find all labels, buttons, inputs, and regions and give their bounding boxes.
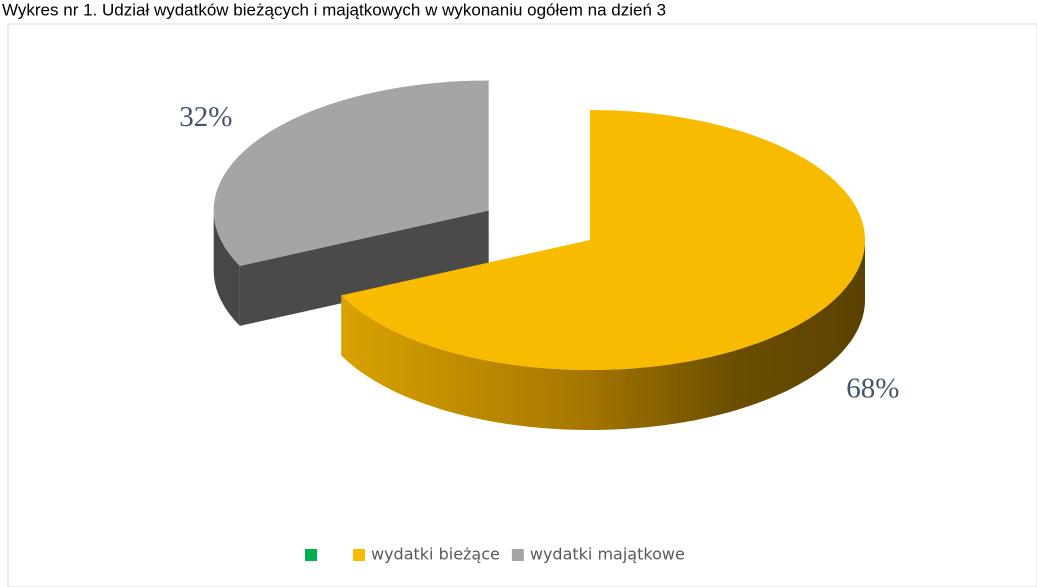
slice-side: [213, 210, 240, 326]
legend-label: wydatki majątkowe: [530, 545, 685, 564]
data-label: 68%: [846, 373, 899, 405]
chart-title: Wykres nr 1. Udział wydatków bieżących i…: [2, 0, 666, 19]
legend-swatch: [511, 549, 524, 561]
legend-label: wydatki bieżące: [371, 545, 500, 564]
slice-wall: [239, 210, 489, 326]
legend-swatch: [353, 549, 365, 561]
legend-swatch: [305, 549, 317, 561]
slice-side: [341, 240, 865, 430]
slice: [213, 80, 489, 266]
data-label: 32%: [179, 101, 232, 133]
slice: [341, 110, 865, 370]
